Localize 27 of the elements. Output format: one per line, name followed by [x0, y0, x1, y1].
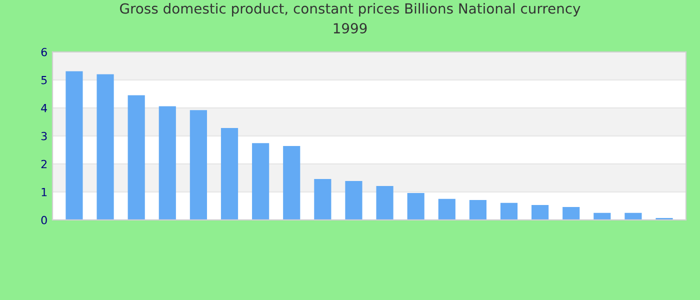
y-tick-label: 2	[41, 160, 47, 168]
bar	[345, 180, 362, 220]
y-tick-label: 1	[42, 188, 47, 196]
bar	[314, 179, 332, 220]
y-tick-label: 4	[41, 104, 48, 112]
bar	[252, 143, 270, 220]
bar	[158, 106, 176, 220]
bar	[66, 71, 83, 220]
bar	[624, 212, 642, 220]
bar	[532, 205, 549, 220]
y-tick-label: 3	[41, 132, 47, 140]
bar	[220, 128, 238, 220]
chart-title: Gross domestic product, constant prices Billions National currency 1999	[120, 3, 580, 34]
bar	[190, 110, 207, 220]
bar	[96, 74, 114, 220]
bar	[469, 200, 486, 220]
bar	[283, 146, 300, 220]
bar	[562, 207, 580, 220]
bar	[407, 193, 424, 220]
y-tick-label: 6	[41, 48, 47, 56]
bar	[376, 186, 394, 220]
bar	[594, 212, 611, 220]
bar	[438, 198, 456, 220]
y-tick-label: 0	[41, 216, 47, 224]
bar	[500, 202, 518, 220]
y-tick-label: 5	[41, 76, 47, 84]
bar	[128, 95, 145, 220]
